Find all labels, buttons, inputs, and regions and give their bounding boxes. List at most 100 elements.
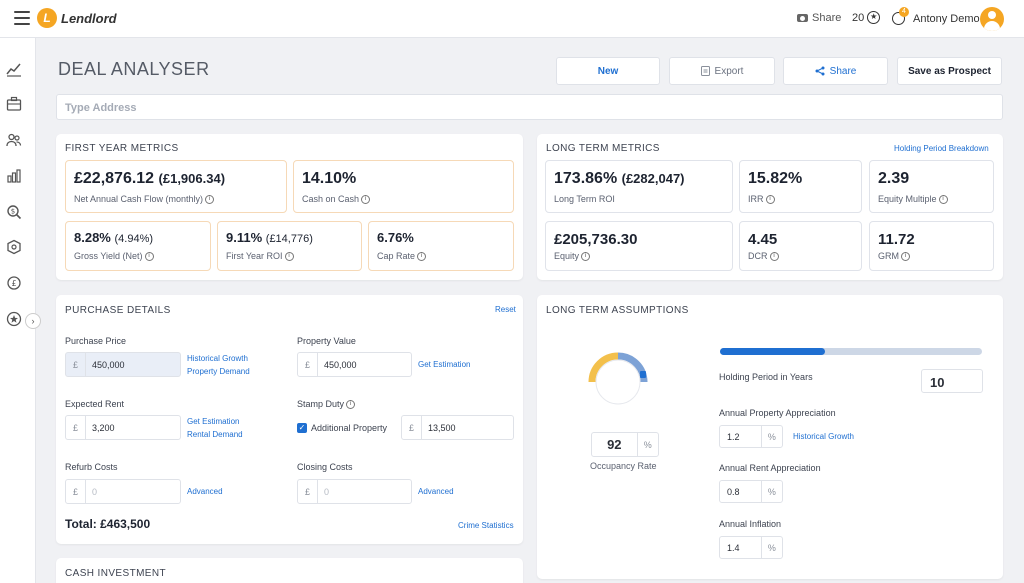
info-icon[interactable]: i	[205, 195, 215, 205]
currency-prefix: £	[66, 353, 86, 376]
reset-link[interactable]: Reset	[495, 305, 516, 314]
inflation-input[interactable]: 1.4 %	[719, 536, 783, 559]
chart-line-icon[interactable]	[6, 61, 22, 77]
new-button[interactable]: New	[556, 57, 660, 85]
holding-period-input[interactable]: 10	[921, 369, 983, 393]
metric-value: 6.76%	[377, 230, 414, 245]
info-icon[interactable]: i	[765, 195, 775, 205]
occupancy-gauge[interactable]	[584, 348, 652, 416]
info-icon[interactable]: i	[346, 400, 356, 410]
occupancy-rate-label: Occupancy Rate	[590, 461, 657, 471]
info-icon[interactable]: i	[284, 252, 294, 262]
currency-exchange-icon[interactable]: £	[6, 275, 22, 291]
notification-icon[interactable]	[892, 12, 905, 25]
property-appreciation-label: Annual Property Appreciation	[719, 408, 836, 418]
rental-demand-link[interactable]: Rental Demand	[187, 430, 243, 439]
currency-prefix: £	[298, 353, 318, 376]
historical-growth-link[interactable]: Historical Growth	[187, 354, 248, 363]
metric-value: 8.28% (4.94%)	[74, 230, 154, 245]
percent-suffix: %	[760, 481, 782, 502]
export-icon	[700, 66, 710, 76]
holding-period-slider[interactable]	[720, 348, 982, 355]
metric-label: GRM i	[878, 251, 910, 262]
additional-property-label: Additional Property	[311, 423, 388, 433]
export-button-label: Export	[714, 65, 744, 77]
info-icon[interactable]: i	[361, 195, 371, 205]
info-icon[interactable]: i	[144, 252, 154, 262]
purchase-price-input[interactable]: £ 450,000	[65, 352, 181, 377]
stamp-duty-input[interactable]: £ 13,500	[401, 415, 514, 440]
users-icon[interactable]	[6, 132, 22, 148]
long-term-assumptions-card: LONG TERM ASSUMPTIONS	[537, 295, 1003, 579]
lendlord-logo: L	[37, 8, 57, 28]
purchase-price-value: 450,000	[92, 359, 125, 370]
metric-value: 4.45	[748, 231, 778, 248]
save-button-label: Save as Prospect	[908, 65, 991, 77]
cash-investment-title: CASH INVESTMENT	[65, 568, 167, 579]
sidebar-collapse-button[interactable]: ›	[25, 313, 41, 329]
holding-period-breakdown-link[interactable]: Holding Period Breakdown	[894, 144, 989, 153]
search-money-icon[interactable]: $	[6, 204, 22, 220]
metric-label: First Year ROI i	[226, 251, 294, 262]
info-icon[interactable]: i	[417, 252, 427, 262]
stamp-duty-label: Stamp Duty i	[297, 399, 356, 410]
closing-advanced-link[interactable]: Advanced	[418, 487, 454, 496]
occupancy-value: 92	[607, 437, 622, 452]
purchase-title: PURCHASE DETAILS	[65, 305, 171, 316]
refurb-advanced-link[interactable]: Advanced	[187, 487, 223, 496]
metric-gross-yield: 8.28% (4.94%) Gross Yield (Net) i	[65, 221, 211, 271]
save-as-prospect-button[interactable]: Save as Prospect	[897, 57, 1002, 85]
metric-label: Cap Rate i	[377, 251, 427, 262]
info-icon[interactable]: i	[938, 195, 948, 205]
get-estimation-link[interactable]: Get Estimation	[418, 360, 471, 369]
inflation-label: Annual Inflation	[719, 519, 782, 529]
appreciation-historical-growth-link[interactable]: Historical Growth	[793, 432, 854, 441]
metric-value: 2.39	[878, 170, 910, 187]
rent-appreciation-value: 0.8	[727, 486, 740, 497]
star-icon: ★	[867, 11, 881, 24]
menu-icon[interactable]	[14, 11, 30, 25]
metric-label: Cash on Cash i	[302, 194, 371, 205]
property-demand-link[interactable]: Property Demand	[187, 367, 250, 376]
property-appreciation-input[interactable]: 1.2 %	[719, 425, 783, 448]
info-icon[interactable]: i	[581, 252, 591, 262]
expected-rent-input[interactable]: £ 3,200	[65, 415, 181, 440]
rent-appreciation-input[interactable]: 0.8 %	[719, 480, 783, 503]
property-value-input[interactable]: £ 450,000	[297, 352, 412, 377]
share-button[interactable]: Share	[783, 57, 888, 85]
property-chart-icon[interactable]	[6, 168, 22, 184]
metric-dcr: 4.45 DCR i	[739, 221, 862, 271]
occupancy-input[interactable]: 92 %	[591, 432, 659, 457]
rent-get-estimation-link[interactable]: Get Estimation	[187, 417, 240, 426]
property-value-value: 450,000	[324, 359, 357, 370]
info-icon[interactable]: i	[769, 252, 779, 262]
avatar[interactable]	[980, 7, 1004, 31]
export-button[interactable]: Export	[669, 57, 775, 85]
additional-property-checkbox[interactable]: ✓	[297, 423, 307, 433]
metric-equity-multiple: 2.39 Equity Multiple i	[869, 160, 994, 213]
metric-irr: 15.82% IRR i	[739, 160, 862, 213]
top-share-button[interactable]: Share	[797, 12, 841, 24]
star-badge-icon[interactable]	[6, 311, 22, 327]
closing-costs-input[interactable]: £ 0	[297, 479, 412, 504]
crime-statistics-link[interactable]: Crime Statistics	[458, 521, 514, 530]
currency-prefix: £	[402, 416, 422, 439]
brand-name: Lendlord	[61, 11, 117, 26]
metric-label: Gross Yield (Net) i	[74, 251, 154, 262]
metric-value: 173.86% (£282,047)	[554, 170, 685, 187]
address-input[interactable]: Type Address	[56, 94, 1003, 120]
property-value-label: Property Value	[297, 336, 356, 346]
settings-box-icon[interactable]	[6, 239, 22, 255]
expected-rent-value: 3,200	[92, 422, 115, 433]
refurb-costs-label: Refurb Costs	[65, 462, 118, 472]
info-icon[interactable]: i	[901, 252, 910, 262]
refurb-costs-input[interactable]: £ 0	[65, 479, 181, 504]
briefcase-icon[interactable]	[6, 96, 22, 112]
percent-suffix: %	[636, 433, 658, 456]
points-counter[interactable]: 20 ★	[852, 11, 881, 24]
metric-long-term-roi: 173.86% (£282,047) Long Term ROI	[545, 160, 733, 213]
metric-equity: £205,736.30 Equity i	[545, 221, 733, 271]
user-name[interactable]: Antony Demo	[913, 13, 980, 25]
currency-prefix: £	[66, 480, 86, 503]
percent-suffix: %	[760, 426, 782, 447]
